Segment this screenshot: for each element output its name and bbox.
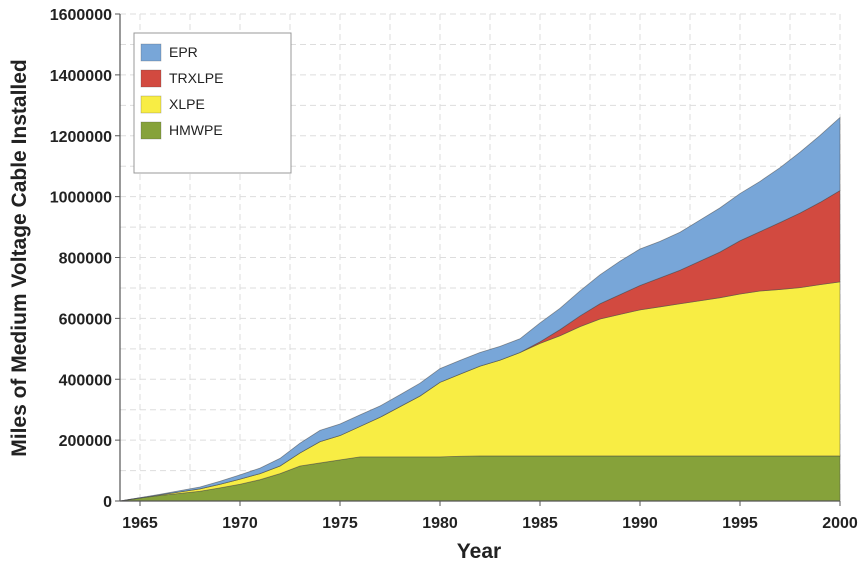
x-tick-label: 1970 [222, 515, 258, 532]
legend-swatch-xlpe [140, 95, 162, 114]
x-tick-label: 1990 [622, 515, 658, 532]
legend-label-xlpe: XLPE [169, 96, 205, 112]
area-epr [119, 116, 841, 502]
area-series [119, 116, 841, 502]
legend-label-epr: EPR [169, 44, 198, 60]
legend-label-hmwpe: HMWPE [169, 122, 223, 138]
tick-labels: 0 200000 400000 600000 800000 1000000 1200000 1… [50, 7, 858, 532]
axes [115, 13, 841, 506]
y-tick-label: 1600000 [50, 7, 112, 24]
y-tick-label: 1200000 [50, 129, 112, 146]
legend-label-trxlpe: TRXLPE [169, 70, 223, 86]
x-tick-label: 1995 [722, 515, 758, 532]
y-tick-label: 1000000 [50, 190, 112, 207]
x-tick-label: 2000 [822, 515, 858, 532]
y-tick-label: 0 [103, 494, 112, 511]
y-tick-label: 800000 [59, 251, 112, 268]
legend-swatch-trxlpe [140, 69, 162, 88]
y-tick-label: 1400000 [50, 68, 112, 85]
legend-swatch-epr [140, 43, 162, 62]
legend: EPR TRXLPE XLPE HMWPE [133, 32, 292, 174]
legend-items: EPR TRXLPE XLPE HMWPE [140, 43, 223, 140]
x-axis-title: Year [457, 540, 501, 563]
x-tick-label: 1975 [322, 515, 358, 532]
y-axis-title: Miles of Medium Voltage Cable Installed [8, 59, 31, 457]
x-tick-label: 1980 [422, 515, 458, 532]
y-tick-label: 400000 [59, 372, 112, 389]
y-tick-label: 600000 [59, 311, 112, 328]
x-tick-label: 1965 [122, 515, 158, 532]
x-tick-label: 1985 [522, 515, 558, 532]
legend-swatch-hmwpe [140, 121, 162, 140]
y-tick-label: 200000 [59, 433, 112, 450]
